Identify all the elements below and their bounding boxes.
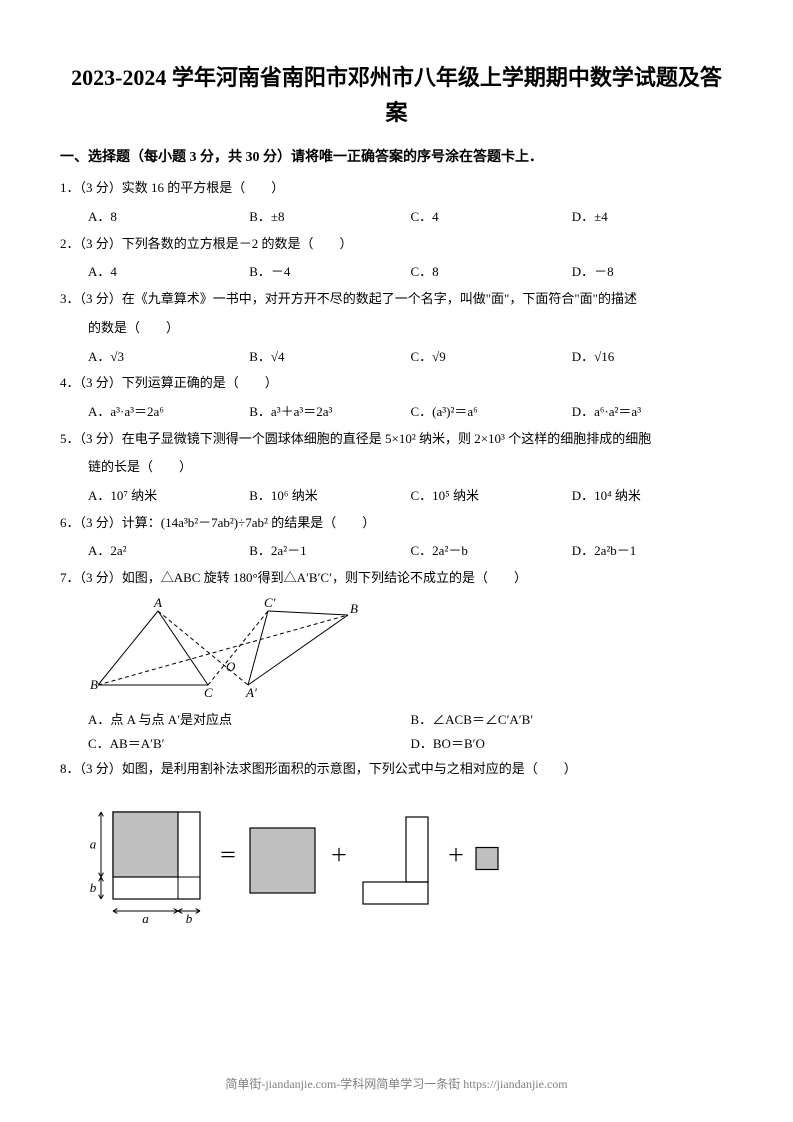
svg-text:A: A [153,597,162,610]
page-footer: 简单街-jiandanjie.com-学科网简单学习一条街 https://ji… [0,1075,793,1092]
svg-text:O: O [226,659,236,674]
q5-option-d: D．10⁴ 纳米 [572,484,733,509]
doc-title-line1: 2023-2024 学年河南省南阳市邓州市八年级上学期期中数学试题及答 [60,60,733,95]
page: 2023-2024 学年河南省南阳市邓州市八年级上学期期中数学试题及答 案 一、… [0,0,793,1122]
q5-option-a: A．10⁷ 纳米 [88,484,249,509]
q7-option-a: A．点 A 与点 A′是对应点 [88,708,411,733]
section-1-header: 一、选择题（每小题 3 分，共 30 分）请将唯一正确答案的序号涂在答题卡上． [60,146,733,166]
q2-option-a: A．4 [88,260,249,285]
q1-options: A．8 B．±8 C．4 D．±4 [60,205,733,230]
q2-option-c: C．8 [411,260,572,285]
q7-text: 7．（3 分）如图，△ABC 旋转 180°得到△A′B′C′，则下列结论不成立… [60,566,733,591]
q6-option-a: A．2a² [88,539,249,564]
q5-option-b: B．10⁶ 纳米 [249,484,410,509]
q8-figure: a b a b ＝ ＋ ＋ [88,802,733,937]
q7-option-b: B．∠ACB＝∠C′A′B′ [411,708,734,733]
q4-option-c: C．(a³)²＝a⁶ [411,400,572,425]
q5-text-line2: 链的长是（ ） [60,455,733,480]
q1-text: 1．（3 分）实数 16 的平方根是（ ） [60,176,733,201]
q3-option-b: B．√4 [249,345,410,370]
q1-option-a: A．8 [88,205,249,230]
q8-svg: a b a b ＝ ＋ ＋ [88,802,648,932]
q7-option-c: C．AB＝A′B′ [88,732,411,757]
q3-options: A．√3 B．√4 C．√9 D．√16 [60,345,733,370]
q1-option-d: D．±4 [572,205,733,230]
q1-option-c: C．4 [411,205,572,230]
q5-options: A．10⁷ 纳米 B．10⁶ 纳米 C．10⁵ 纳米 D．10⁴ 纳米 [60,484,733,509]
svg-text:＝: ＝ [219,845,237,865]
q3-text-line1: 3．（3 分）在《九章算术》一书中，对开方开不尽的数起了一个名字，叫做"面"，下… [60,287,733,312]
q6-option-c: C．2a²－b [411,539,572,564]
q3-option-a: A．√3 [88,345,249,370]
q8-text: 8．（3 分）如图，是利用割补法求图形面积的示意图，下列公式中与之相对应的是（ … [60,757,733,782]
q6-text: 6．（3 分）计算：(14a³b²－7ab²)÷7ab² 的结果是（ ） [60,511,733,536]
svg-text:b: b [90,880,97,895]
svg-text:B: B [90,677,98,692]
svg-text:C: C [204,685,213,697]
svg-text:＋: ＋ [447,845,465,865]
svg-text:a: a [142,911,149,926]
svg-text:a: a [90,836,97,851]
q7-option-d: D．BO＝B′O [411,732,734,757]
q4-text: 4．（3 分）下列运算正确的是（ ） [60,371,733,396]
q7-svg: A B C O A′ B′ C′ [88,597,358,697]
q3-text-line2: 的数是（ ） [60,316,733,341]
q3-option-c: C．√9 [411,345,572,370]
q2-option-b: B．－4 [249,260,410,285]
q5-text-line1: 5．（3 分）在电子显微镜下测得一个圆球体细胞的直径是 5×10² 纳米，则 2… [60,427,733,452]
q7-figure: A B C O A′ B′ C′ [88,597,733,702]
q2-option-d: D．－8 [572,260,733,285]
q6-option-d: D．2a²b－1 [572,539,733,564]
q6-options: A．2a² B．2a²－1 C．2a²－b D．2a²b－1 [60,539,733,564]
q7-options: A．点 A 与点 A′是对应点 B．∠ACB＝∠C′A′B′ C．AB＝A′B′… [60,708,733,757]
q5-option-c: C．10⁵ 纳米 [411,484,572,509]
q3-option-d: D．√16 [572,345,733,370]
svg-text:A′: A′ [245,685,257,697]
svg-text:b: b [186,911,193,926]
q4-option-a: A．a³·a³＝2a⁶ [88,400,249,425]
doc-title-line2: 案 [60,95,733,130]
q2-text: 2．（3 分）下列各数的立方根是－2 的数是（ ） [60,232,733,257]
svg-text:＋: ＋ [330,845,348,865]
q6-option-b: B．2a²－1 [249,539,410,564]
q2-options: A．4 B．－4 C．8 D．－8 [60,260,733,285]
q4-option-b: B．a³＋a³＝2a³ [249,400,410,425]
q1-option-b: B．±8 [249,205,410,230]
q4-option-d: D．a⁶·a²＝a³ [572,400,733,425]
q4-options: A．a³·a³＝2a⁶ B．a³＋a³＝2a³ C．(a³)²＝a⁶ D．a⁶·… [60,400,733,425]
svg-text:B′: B′ [350,601,358,616]
svg-text:C′: C′ [264,597,276,610]
